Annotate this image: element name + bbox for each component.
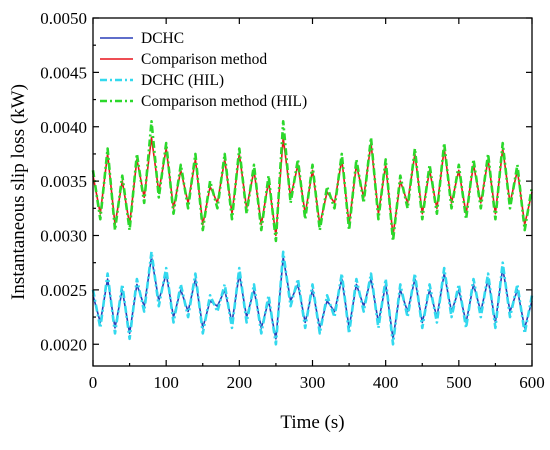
y-tick-label: 0.0030	[40, 227, 87, 246]
x-tick-label: 400	[373, 373, 399, 392]
series-line-4	[91, 120, 534, 243]
x-tick-label: 500	[446, 373, 472, 392]
x-tick-label: 600	[519, 373, 545, 392]
y-tick-label: 0.0020	[40, 335, 87, 354]
y-tick-label: 0.0040	[40, 118, 87, 137]
y-tick-label: 0.0045	[40, 63, 87, 82]
legend-label-1: DCHC	[141, 30, 184, 47]
axes-layer: 0 100 200 300 400 500 600 0.0020 0.0025 0.0030 0.0…	[40, 9, 545, 392]
x-axis-title: Time (s)	[280, 412, 344, 433]
legend: DCHC Comparison method DCHC (HIL) Compariso…	[100, 30, 307, 110]
x-tick-label: 200	[227, 373, 253, 392]
y-axis-title: Instantaneous slip loss (kW)	[8, 84, 29, 300]
legend-label-2: Comparison method	[141, 51, 267, 68]
legend-label-4: Comparison method (HIL)	[141, 93, 307, 110]
y-tick-label: 0.0025	[40, 281, 87, 300]
x-tick-label: 100	[153, 373, 179, 392]
y-tick-label: 0.0050	[40, 9, 87, 28]
series-layer	[91, 120, 534, 346]
x-tick-label: 0	[89, 373, 98, 392]
y-tick-label: 0.0035	[40, 172, 87, 191]
x-tick-label: 300	[300, 373, 326, 392]
legend-label-3: DCHC (HIL)	[141, 72, 224, 89]
series-line-3	[91, 250, 534, 346]
